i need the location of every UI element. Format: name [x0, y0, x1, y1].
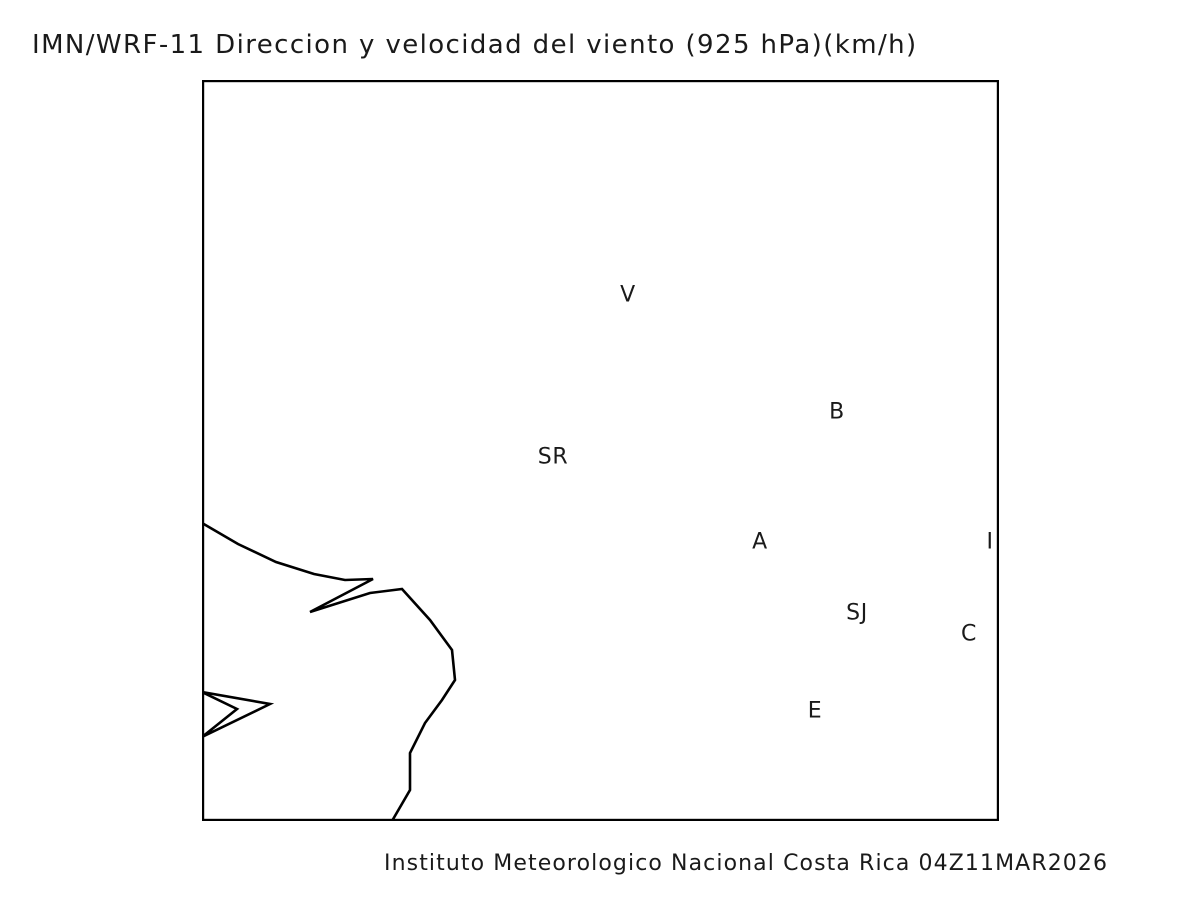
page-title: IMN/WRF-11 Direccion y velocidad del vie…	[32, 30, 918, 60]
city-label-c: C	[961, 621, 977, 647]
map-vector-layer	[202, 80, 999, 821]
city-label-sr: SR	[537, 444, 569, 470]
coastline-path	[202, 521, 457, 821]
city-label-b: B	[829, 399, 845, 425]
coastline-peninsula-path	[202, 690, 275, 739]
map-canvas[interactable]: V B SR A I SJ C E	[202, 80, 999, 821]
city-label-a: A	[752, 529, 768, 555]
city-label-v: V	[620, 282, 636, 308]
city-label-i: I	[986, 529, 994, 555]
city-label-sj: SJ	[846, 600, 868, 626]
footer-credit: Instituto Meteorologico Nacional Costa R…	[384, 851, 1109, 876]
city-label-e: E	[807, 698, 823, 724]
map-frame-border	[202, 80, 999, 821]
